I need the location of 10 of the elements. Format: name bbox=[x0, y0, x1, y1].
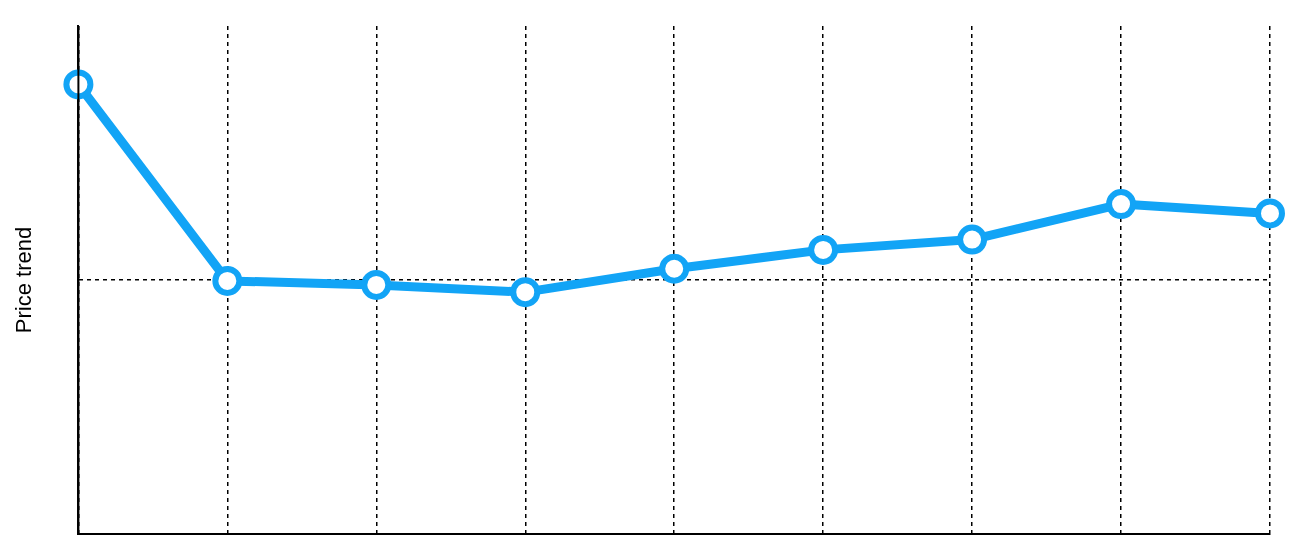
point bbox=[63, 69, 94, 100]
point bbox=[808, 234, 839, 265]
point bbox=[1255, 198, 1285, 229]
point bbox=[510, 277, 541, 308]
point bbox=[361, 269, 392, 300]
y-axis-title: Price trend bbox=[11, 226, 37, 334]
point bbox=[212, 265, 243, 296]
point bbox=[1106, 189, 1137, 220]
point bbox=[659, 253, 690, 284]
point bbox=[957, 224, 988, 255]
